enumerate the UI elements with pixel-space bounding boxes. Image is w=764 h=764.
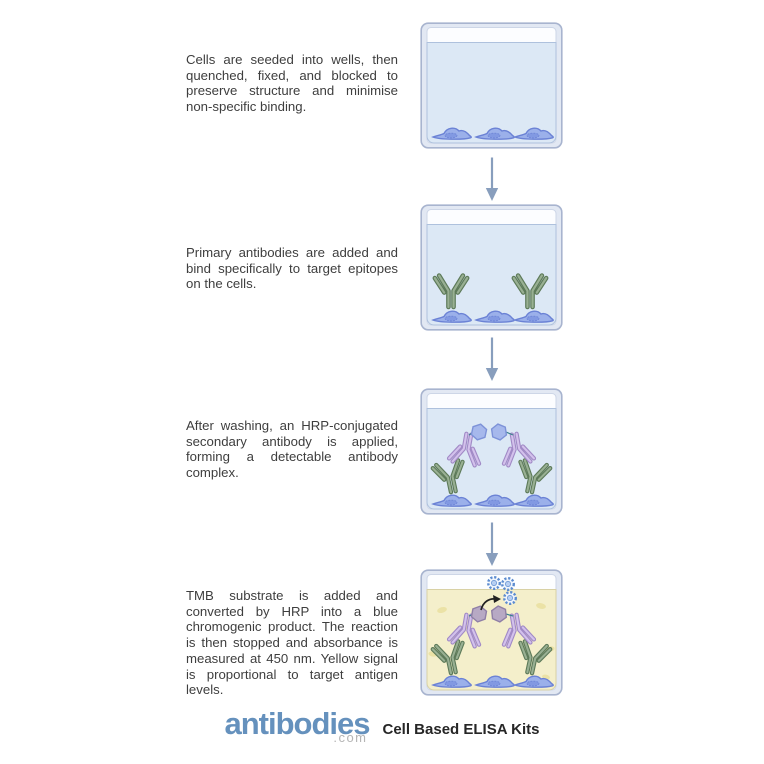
primary-antibody-icon xyxy=(430,639,465,676)
fixed-cell-icon xyxy=(513,675,554,688)
fixed-cell-icon xyxy=(431,310,472,323)
well-container xyxy=(420,569,563,696)
brand-logo-suffix: .com xyxy=(333,730,368,745)
hrp-enzyme-hexagon-icon xyxy=(470,423,488,441)
conversion-arrowhead xyxy=(493,595,501,603)
hrp-enzyme-hexagon-icon xyxy=(470,605,488,623)
footer-brand: antibodies .com Cell Based ELISA Kits xyxy=(0,706,764,748)
fixed-cell-icon xyxy=(513,494,554,507)
primary-antibody-icon xyxy=(430,458,465,495)
well-with-tmb-substrate-icon xyxy=(420,569,563,696)
hrp-linker xyxy=(505,431,514,436)
step-2-well-illustration xyxy=(420,204,563,331)
down-arrow-icon xyxy=(485,337,499,381)
well-container xyxy=(420,22,563,149)
step-1-well-illustration xyxy=(420,22,563,149)
step-3-well-illustration xyxy=(420,388,563,515)
well-container xyxy=(420,388,563,515)
primary-antibody-icon xyxy=(518,458,553,495)
well-with-primary-antibodies-icon xyxy=(420,204,563,331)
flow-step-connector xyxy=(483,521,501,567)
tmb-product-icon xyxy=(500,576,516,592)
secondary-antibody-icon xyxy=(501,612,537,649)
primary-antibody-icon xyxy=(432,273,470,310)
step-4-description: TMB substrate is added and converted by … xyxy=(186,588,398,698)
flow-step-connector xyxy=(483,156,501,202)
fixed-cell-icon xyxy=(474,494,515,507)
hrp-enzyme-hexagon-icon xyxy=(490,605,508,623)
secondary-antibody-icon xyxy=(501,431,537,468)
hrp-linker xyxy=(505,613,514,617)
flow-step-connector xyxy=(483,336,501,382)
secondary-antibody-icon xyxy=(446,612,482,649)
fixed-cell-icon xyxy=(474,675,515,688)
product-label: Cell Based ELISA Kits xyxy=(382,721,540,738)
well-container xyxy=(420,204,563,331)
well-with-fixed-cells-icon xyxy=(420,22,563,149)
primary-antibody-icon xyxy=(511,273,549,310)
brand-logo-text: antibodies xyxy=(224,706,370,741)
down-arrow-icon xyxy=(485,157,499,201)
step-3-description: After washing, an HRP-conjugated seconda… xyxy=(186,418,398,481)
fixed-cell-icon xyxy=(474,310,515,323)
fixed-cell-icon xyxy=(431,675,472,688)
fixed-cell-icon xyxy=(513,127,554,140)
tmb-product-icon xyxy=(502,590,518,606)
step-4-well-illustration xyxy=(420,569,563,696)
fixed-cell-icon xyxy=(431,494,472,507)
fixed-cell-icon xyxy=(431,127,472,140)
fixed-cell-icon xyxy=(513,310,554,323)
brand-logo: antibodies .com xyxy=(224,706,370,748)
primary-antibody-icon xyxy=(518,639,553,676)
step-1-description: Cells are seeded into wells, then quench… xyxy=(186,52,398,115)
fixed-cell-icon xyxy=(474,127,515,140)
well-with-secondary-antibody-complex-icon xyxy=(420,388,563,515)
tmb-product-icon xyxy=(486,575,502,591)
secondary-antibody-icon xyxy=(446,431,482,468)
hrp-enzyme-hexagon-icon xyxy=(490,423,508,441)
step-2-description: Primary antibodies are added and bind sp… xyxy=(186,245,398,292)
down-arrow-icon xyxy=(485,522,499,566)
